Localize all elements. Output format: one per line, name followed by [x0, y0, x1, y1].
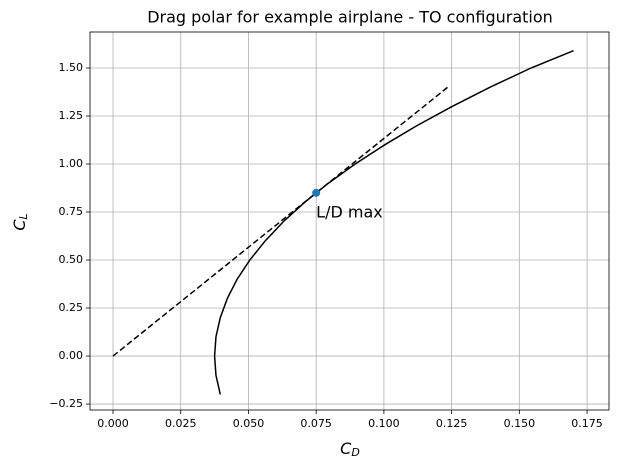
x-tick-label: 0.100	[368, 417, 400, 430]
x-tick-label: 0.025	[165, 417, 197, 430]
plot-frame	[89, 31, 610, 411]
y-tick-label: −0.25	[49, 397, 83, 410]
y-tick-label: 1.00	[59, 157, 84, 170]
x-axis-label: CD	[340, 439, 360, 460]
y-axis-label: CL	[10, 213, 31, 230]
y-tick-label: 0.75	[59, 205, 84, 218]
chart-title: Drag polar for example airplane - TO con…	[147, 8, 553, 27]
line	[213, 50, 574, 395]
x-tick-label: 0.050	[233, 417, 265, 430]
y-tick-label: 1.50	[59, 61, 84, 74]
y-tick-label: 0.50	[59, 253, 84, 266]
annotation: L/D max	[316, 202, 383, 221]
y-tick-label: 0.00	[59, 349, 84, 362]
x-tick-label: 0.075	[300, 417, 332, 430]
y-tick-label: 0.25	[59, 301, 84, 314]
x-tick-label: 0.150	[504, 417, 536, 430]
point	[312, 188, 321, 197]
line	[112, 85, 450, 357]
x-tick-label: 0.000	[97, 417, 129, 430]
x-tick-label: 0.175	[571, 417, 603, 430]
y-tick-label: 1.25	[59, 109, 84, 122]
x-tick-label: 0.125	[436, 417, 468, 430]
